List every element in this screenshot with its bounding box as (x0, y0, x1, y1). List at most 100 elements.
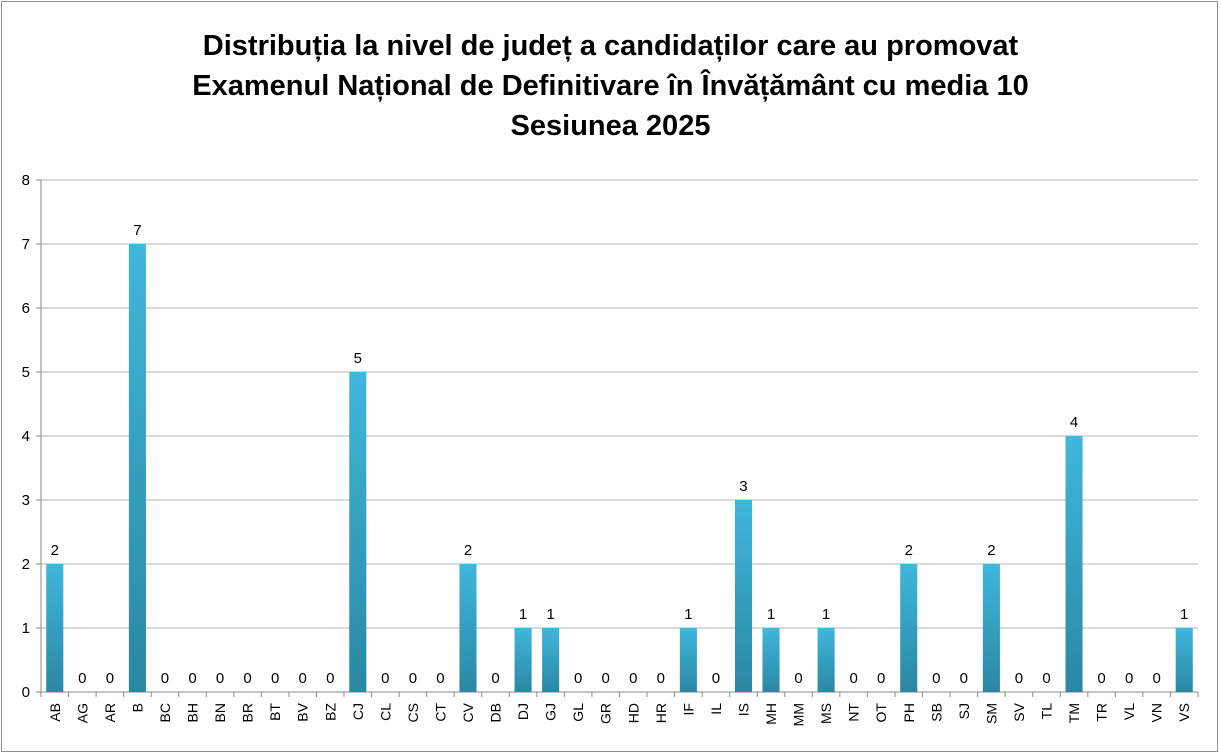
x-tick-label-gr: GR (598, 703, 614, 724)
data-label-hr: 0 (657, 670, 665, 687)
data-label-ag: 0 (78, 670, 86, 687)
x-tick-label-cv: CV (460, 702, 476, 722)
bar-ph (900, 564, 918, 692)
data-label-mm: 0 (794, 670, 802, 687)
bars (46, 244, 1193, 692)
data-label-mh: 1 (767, 606, 775, 623)
bar-gj (542, 628, 560, 692)
data-label-ot: 0 (877, 670, 885, 687)
x-tick-label-bc: BC (157, 703, 173, 722)
x-tick-label-vs: VS (1176, 703, 1192, 722)
x-tick-label-sm: SM (983, 703, 999, 724)
data-label-db: 0 (491, 670, 499, 687)
x-tick-label-tl: TL (1038, 703, 1054, 720)
x-tick-label-dj: DJ (515, 703, 531, 720)
axes (36, 179, 1199, 697)
data-label-sv: 0 (1015, 670, 1023, 687)
x-tick-label-mh: MH (763, 703, 779, 725)
data-label-cj: 5 (354, 350, 362, 367)
data-label-ph: 2 (905, 542, 913, 559)
data-label-sm: 2 (987, 542, 995, 559)
data-label-ar: 0 (106, 670, 114, 687)
data-label-bh: 0 (188, 670, 196, 687)
data-labels: 2 0 0 7 0 0 0 0 0 0 0 5 0 0 0 2 0 1 1 0 0 0 0 1 0 3 1 0 1 0 0 2 0 0 2 0 0 4 0 0… (51, 222, 1189, 687)
data-label-nt: 0 (849, 670, 857, 687)
bar-if (679, 628, 697, 692)
bar-ms (817, 628, 835, 692)
x-tick-label-ag: AG (74, 703, 90, 723)
y-tick-label: 6 (22, 300, 30, 317)
x-tick-label-cs: CS (405, 703, 421, 722)
data-label-vl: 0 (1125, 670, 1133, 687)
bar-b (128, 244, 146, 692)
y-tick-label: 3 (22, 492, 30, 509)
x-tick-label-ct: CT (432, 703, 448, 722)
y-tick-label: 5 (22, 364, 30, 381)
x-tick-label-vl: VL (1121, 703, 1137, 720)
x-tick-label-bh: BH (185, 703, 201, 722)
data-label-tl: 0 (1042, 670, 1050, 687)
data-label-hd: 0 (629, 670, 637, 687)
x-tick-label-if: IF (680, 703, 696, 715)
y-tick-label: 4 (22, 428, 30, 445)
data-label-bn: 0 (216, 670, 224, 687)
data-label-gr: 0 (602, 670, 610, 687)
bar-sm (982, 564, 1000, 692)
y-tick-label: 7 (22, 236, 30, 253)
x-tick-label-sb: SB (928, 703, 944, 722)
data-label-is: 3 (739, 478, 747, 495)
data-label-il: 0 (712, 670, 720, 687)
x-tick-label-b: B (129, 703, 145, 712)
x-tick-label-ms: MS (818, 703, 834, 724)
data-label-bc: 0 (161, 670, 169, 687)
x-tick-label-nt: NT (846, 703, 862, 722)
data-label-bz: 0 (326, 670, 334, 687)
data-label-cl: 0 (381, 670, 389, 687)
y-tick-label: 2 (22, 556, 30, 573)
x-tick-label-tm: TM (1066, 703, 1082, 723)
x-tick-label-mm: MM (791, 703, 807, 726)
data-label-vn: 0 (1153, 670, 1161, 687)
bar-dj (514, 628, 532, 692)
data-label-ct: 0 (436, 670, 444, 687)
x-tick-label-gj: GJ (543, 703, 559, 721)
x-tick-label-sv: SV (1011, 702, 1027, 721)
chart-title: Distribuția la nivel de județ a candidaț… (0, 26, 1221, 146)
data-label-sb: 0 (932, 670, 940, 687)
chart-title-line-2: Examenul Național de Definitivare în Înv… (192, 70, 1029, 102)
bar-cv (459, 564, 477, 692)
chart-title-line-3: Sesiunea 2025 (510, 110, 711, 142)
x-tick-label-cj: CJ (350, 703, 366, 720)
data-label-vs: 1 (1180, 606, 1188, 623)
y-tick-label: 0 (22, 684, 30, 701)
y-tick-label: 1 (22, 620, 30, 637)
data-label-br: 0 (243, 670, 251, 687)
x-tick-label-vn: VN (1149, 703, 1165, 722)
bar-tm (1065, 436, 1083, 692)
data-label-if: 1 (684, 606, 692, 623)
data-label-sj: 0 (960, 670, 968, 687)
x-tick-label-il: IL (708, 703, 724, 715)
data-label-tr: 0 (1097, 670, 1105, 687)
chart-title-line-1: Distribuția la nivel de județ a candidaț… (202, 30, 1019, 62)
data-label-dj: 1 (519, 606, 527, 623)
data-label-cs: 0 (409, 670, 417, 687)
x-tick-label-ab: AB (47, 703, 63, 722)
x-tick-label-bz: BZ (322, 703, 338, 721)
bar-vs (1175, 628, 1193, 692)
grid-lines (41, 179, 1198, 629)
x-tick-label-db: DB (488, 703, 504, 722)
x-tick-label-br: BR (240, 703, 256, 722)
x-tick-label-hr: HR (653, 703, 669, 723)
data-label-cv: 2 (464, 542, 472, 559)
bar-is (734, 500, 753, 692)
data-label-ab: 2 (51, 542, 59, 559)
x-tick-label-tr: TR (1094, 703, 1110, 722)
data-label-ms: 1 (822, 606, 830, 623)
x-tick-label-cl: CL (377, 703, 393, 721)
x-tick-label-sj: SJ (956, 703, 972, 719)
data-label-b: 7 (133, 222, 141, 239)
bar-mh (762, 628, 780, 692)
